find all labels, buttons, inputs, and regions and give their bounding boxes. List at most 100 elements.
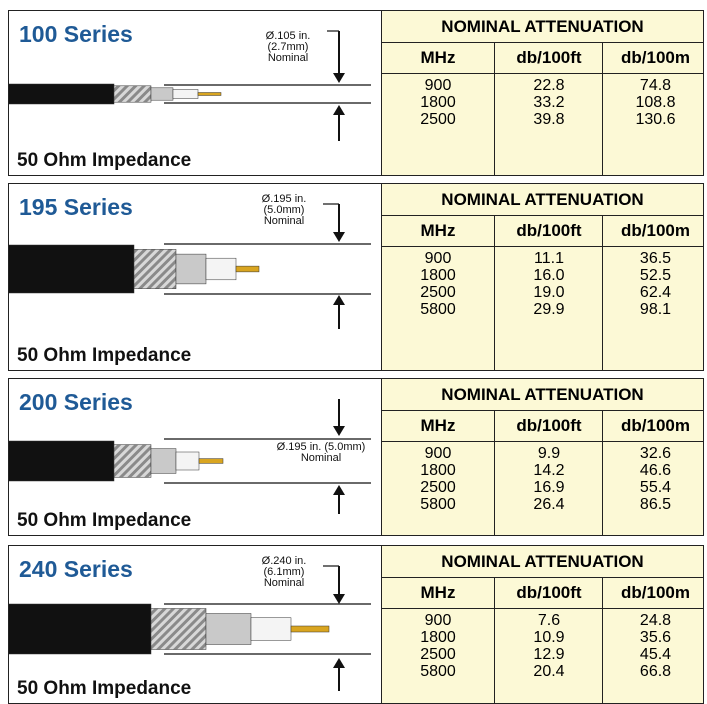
table-column: db/100ft 9.9 14.2 16.9 26.4 bbox=[494, 410, 603, 535]
column-header: db/100ft bbox=[495, 215, 603, 247]
table-title: NOMINAL ATTENUATION bbox=[382, 184, 703, 216]
column-header: MHz bbox=[382, 42, 494, 74]
table-column: MHz 900 1800 2500 5800 bbox=[382, 215, 494, 370]
cable-drawing bbox=[9, 565, 371, 691]
cable-area: 100 Series Ø.105 in. (2.7mm) Nominal 50 Ohm … bbox=[9, 11, 381, 175]
table-cell: 14.2 bbox=[533, 462, 565, 479]
table-cell: 900 bbox=[424, 445, 452, 462]
column-body: 22.8 33.2 39.8 bbox=[495, 74, 603, 128]
table-cell: 2500 bbox=[420, 479, 456, 496]
cable-drawing bbox=[9, 203, 371, 329]
table-cell: 86.5 bbox=[639, 496, 672, 513]
column-body: 11.1 16.0 19.0 29.9 bbox=[495, 247, 603, 318]
arrow-head bbox=[333, 73, 345, 83]
braid bbox=[113, 85, 152, 103]
column-header: db/100m bbox=[603, 42, 703, 74]
arrow-head bbox=[333, 232, 345, 242]
dimension-line: Nominal bbox=[300, 452, 342, 464]
table-cell: 1800 bbox=[420, 267, 456, 284]
column-body: 900 1800 2500 5800 bbox=[382, 609, 494, 680]
series-panel: 240 Series Ø.240 in. (6.1mm) Nominal 50 Ohm … bbox=[8, 545, 704, 704]
table-title: NOMINAL ATTENUATION bbox=[382, 379, 703, 411]
dimension-line: (6.1mm) bbox=[263, 566, 305, 578]
dimension-label: Ø.240 in. (6.1mm) Nominal bbox=[249, 556, 319, 589]
dimension-line: Ø.195 in. bbox=[261, 193, 307, 205]
center-conductor bbox=[197, 92, 222, 96]
table-cell: 11.1 bbox=[534, 250, 564, 267]
column-header: db/100m bbox=[603, 410, 703, 442]
impedance: 50 Ohm Impedance bbox=[17, 345, 192, 366]
foil bbox=[150, 87, 174, 101]
arrow-head bbox=[333, 594, 345, 604]
table-cell: 12.9 bbox=[533, 646, 565, 663]
column-header: db/100m bbox=[603, 215, 703, 247]
table-cell: 39.8 bbox=[533, 111, 565, 128]
impedance: 50 Ohm Impedance bbox=[17, 678, 192, 699]
table-cell: 24.8 bbox=[639, 612, 672, 629]
table-column: db/100m 74.8 108.8 130.6 bbox=[602, 42, 703, 175]
table-cell: 74.8 bbox=[639, 77, 672, 94]
table-cell: 9.9 bbox=[537, 445, 561, 462]
table-cell: 32.6 bbox=[639, 445, 672, 462]
column-body: 900 1800 2500 5800 bbox=[382, 442, 494, 513]
jacket bbox=[9, 83, 115, 105]
table-cell: 5800 bbox=[420, 301, 456, 318]
series-title: 195 Series bbox=[19, 194, 133, 220]
table-column: db/100m 24.8 35.6 45.4 66.8 bbox=[602, 577, 703, 703]
dimension-label: Ø.195 in. (5.0mm) Nominal bbox=[249, 194, 319, 227]
column-header: MHz bbox=[382, 215, 494, 247]
dimension-line: Nominal bbox=[267, 52, 309, 64]
column-body: 900 1800 2500 bbox=[382, 74, 494, 128]
table-cell: 7.6 bbox=[537, 612, 561, 629]
table-cell: 1800 bbox=[420, 462, 456, 479]
dielectric bbox=[175, 451, 200, 471]
dimension-line: (5.0mm) bbox=[263, 204, 305, 216]
table-cell: 36.5 bbox=[639, 250, 672, 267]
table-cell: 16.0 bbox=[533, 267, 565, 284]
arrow-head bbox=[333, 485, 345, 495]
jacket bbox=[9, 603, 152, 655]
dielectric bbox=[250, 617, 292, 641]
dimension-line: Nominal bbox=[263, 577, 305, 589]
dimension-line: Ø.240 in. bbox=[261, 555, 307, 567]
table-cell: 10.9 bbox=[533, 629, 565, 646]
table-title: NOMINAL ATTENUATION bbox=[382, 11, 703, 43]
dimension-line: Ø.195 in. (5.0mm) bbox=[276, 441, 366, 453]
table-column: db/100ft 7.6 10.9 12.9 20.4 bbox=[494, 577, 603, 703]
dielectric bbox=[205, 257, 237, 281]
table-cell: 19.0 bbox=[533, 284, 565, 301]
table-cell: 5800 bbox=[420, 496, 456, 513]
cable-area: 200 Series Ø.195 in. (5.0mm) Nominal 50 Ohm… bbox=[9, 379, 381, 535]
impedance: 50 Ohm Impedance bbox=[17, 150, 192, 171]
cable-area: 195 Series Ø.195 in. (5.0mm) Nominal 50 Ohm … bbox=[9, 184, 381, 370]
cable-drawing bbox=[9, 30, 371, 141]
jacket bbox=[9, 440, 115, 482]
table-column: MHz 900 1800 2500 5800 bbox=[382, 410, 494, 535]
series-title: 200 Series bbox=[19, 389, 133, 415]
table-column: MHz 900 1800 2500 5800 bbox=[382, 577, 494, 703]
column-body: 9.9 14.2 16.9 26.4 bbox=[495, 442, 603, 513]
table-cell: 130.6 bbox=[635, 111, 676, 128]
column-body: 74.8 108.8 130.6 bbox=[603, 74, 703, 128]
column-header: db/100ft bbox=[495, 577, 603, 609]
table-column: MHz 900 1800 2500 bbox=[382, 42, 494, 175]
table-cell: 26.4 bbox=[533, 496, 565, 513]
table-cell: 900 bbox=[424, 612, 452, 629]
table-cell: 20.4 bbox=[533, 663, 565, 680]
table-cell: 62.4 bbox=[639, 284, 672, 301]
series-panel: 200 Series Ø.195 in. (5.0mm) Nominal 50 Ohm… bbox=[8, 378, 704, 536]
arrow-head bbox=[333, 295, 345, 305]
table-cell: 2500 bbox=[420, 284, 456, 301]
dimension-label: Ø.195 in. (5.0mm) Nominal bbox=[265, 442, 377, 464]
table-cell: 900 bbox=[424, 250, 452, 267]
table-cell: 98.1 bbox=[639, 301, 672, 318]
column-body: 24.8 35.6 45.4 66.8 bbox=[603, 609, 703, 680]
table-cell: 900 bbox=[424, 77, 452, 94]
foil bbox=[150, 448, 177, 474]
series-title: 240 Series bbox=[19, 556, 133, 582]
table-cell: 1800 bbox=[420, 94, 456, 111]
center-conductor bbox=[235, 265, 260, 273]
series-panel: 195 Series Ø.195 in. (5.0mm) Nominal 50 Ohm … bbox=[8, 183, 704, 371]
impedance: 50 Ohm Impedance bbox=[17, 510, 192, 531]
table-cell: 29.9 bbox=[533, 301, 565, 318]
